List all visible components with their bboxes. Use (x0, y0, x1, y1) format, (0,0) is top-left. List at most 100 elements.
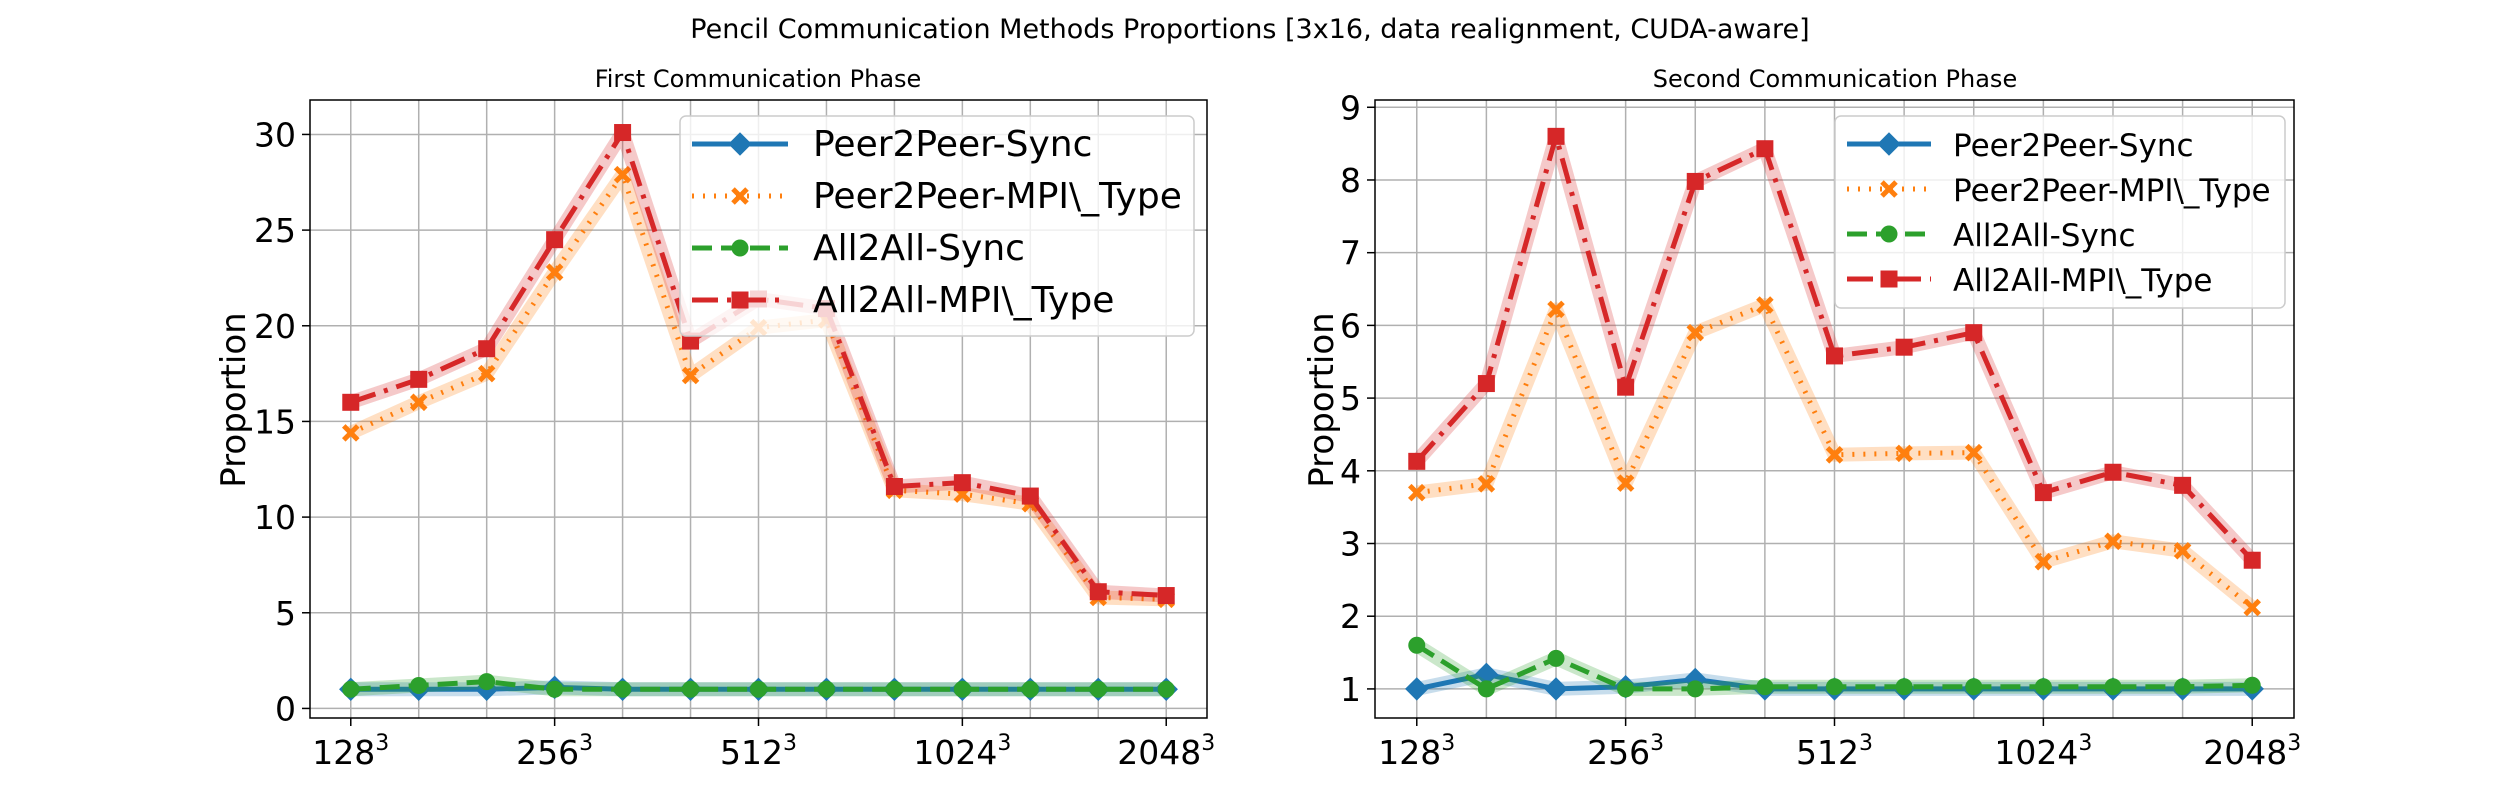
x-tick-label: 2563 (516, 731, 593, 772)
data-point (342, 393, 360, 411)
y-tick-label: 0 (275, 689, 296, 728)
plot-frame (1374, 99, 2295, 719)
data-point (1616, 474, 1635, 492)
data-point-stroke-b (681, 366, 700, 385)
x-tick-label: 20483 (2203, 731, 2301, 772)
legend-marker-stroke-b (731, 187, 749, 205)
second-phase-ylabel: Proportion (1302, 312, 1342, 487)
data-point (613, 165, 632, 184)
x-tick-label: 1283 (1378, 731, 1455, 772)
legend-entry: Peer2Peer-Sync (1953, 128, 2194, 164)
data-point (750, 680, 767, 698)
data-point-stroke-b (2173, 542, 2192, 560)
data-point (1547, 127, 1565, 145)
data-point (410, 370, 428, 388)
legend-marker (731, 239, 749, 257)
data-point-stroke-b (409, 393, 428, 412)
data-point (682, 680, 700, 698)
data-point (1756, 678, 1774, 696)
data-point (1477, 680, 1495, 698)
data-point-stroke-b (1616, 474, 1635, 492)
series-2 (1408, 636, 2261, 698)
data-point (1965, 324, 1983, 342)
data-point (1477, 475, 1496, 493)
data-point-stroke-b (2243, 598, 2261, 617)
data-point (1895, 338, 1913, 356)
legend-entry: Peer2Peer-MPI\_Type (813, 176, 1182, 217)
data-point (478, 340, 496, 358)
data-point-stroke-b (613, 165, 632, 184)
data-point (817, 680, 835, 698)
y-tick-label: 10 (254, 498, 296, 537)
data-point-stroke-b (1895, 444, 1913, 463)
data-point (614, 680, 632, 698)
data-point (885, 477, 903, 495)
second-phase-chart: Second Communication Phase Proportion 12… (1302, 65, 2301, 772)
data-point (1686, 680, 1704, 698)
legend: Peer2Peer-Sync Peer2Peer-MPI\_Type All2All… (1834, 115, 2286, 309)
x-tick-exponent: 3 (1650, 731, 1664, 756)
y-tick-label: 9 (1340, 88, 1361, 127)
data-point (2034, 484, 2052, 502)
data-point (1408, 483, 1426, 502)
data-point (1021, 680, 1039, 698)
x-tick-exponent: 3 (375, 731, 389, 756)
data-point (1895, 678, 1913, 696)
x-tick-label: 10243 (1994, 731, 2092, 772)
y-tick-label: 8 (1340, 161, 1361, 200)
series-3 (1408, 127, 2261, 569)
second-phase-title: Second Communication Phase (1653, 65, 2017, 93)
data-point-stroke-b (1756, 296, 1774, 314)
series-2 (342, 673, 1175, 698)
data-point (1826, 347, 1843, 365)
data-point (2104, 532, 2122, 551)
data-point-stroke-b (1547, 300, 1565, 319)
x-tick-exponent: 3 (783, 731, 797, 756)
data-point (1965, 678, 1983, 696)
legend-entry: All2All-Sync (1953, 218, 2136, 254)
data-point (2174, 678, 2192, 696)
data-point (1964, 443, 1983, 462)
data-point (1408, 452, 1426, 470)
data-point (2243, 676, 2261, 694)
y-tick-label: 30 (254, 115, 296, 154)
legend-marker (1877, 132, 1901, 156)
y-tick-label: 5 (1340, 379, 1361, 418)
y-tick-label: 20 (254, 307, 296, 346)
data-point-stroke-b (2034, 552, 2053, 571)
data-point (1157, 587, 1175, 605)
data-point (2104, 463, 2122, 481)
x-tick-exponent: 3 (2287, 731, 2301, 756)
data-point (410, 676, 428, 694)
data-point (1547, 649, 1565, 667)
legend-entry: All2All-Sync (813, 228, 1025, 269)
data-point (2243, 551, 2261, 569)
data-point (1021, 487, 1039, 505)
legend-marker (1880, 225, 1898, 243)
x-tick-exponent: 3 (2078, 731, 2092, 756)
data-point-stroke-b (2104, 532, 2122, 551)
x-tick-label: 5123 (1796, 731, 1873, 772)
y-tick-label: 15 (254, 402, 296, 441)
data-point (1547, 300, 1565, 319)
data-point (546, 680, 564, 698)
data-point (1089, 583, 1107, 601)
data-point (1826, 678, 1843, 696)
data-point (545, 263, 564, 281)
y-tick-label: 2 (1340, 597, 1361, 636)
x-tick-exponent: 3 (1859, 731, 1873, 756)
y-tick-label: 4 (1340, 452, 1361, 491)
legend: Peer2Peer-Sync Peer2Peer-MPI\_Type All2All… (679, 115, 1195, 337)
data-point-stroke-b (1964, 443, 1983, 462)
y-tick-label: 3 (1340, 525, 1361, 564)
data-point-stroke-b (1477, 475, 1496, 493)
data-point (614, 124, 632, 142)
data-point (1544, 677, 1568, 701)
data-point (2174, 476, 2192, 494)
legend-box (1834, 115, 2286, 309)
data-point (1089, 680, 1107, 698)
y-tick-label: 5 (275, 594, 296, 633)
data-point (2034, 552, 2053, 571)
data-point (681, 366, 700, 385)
